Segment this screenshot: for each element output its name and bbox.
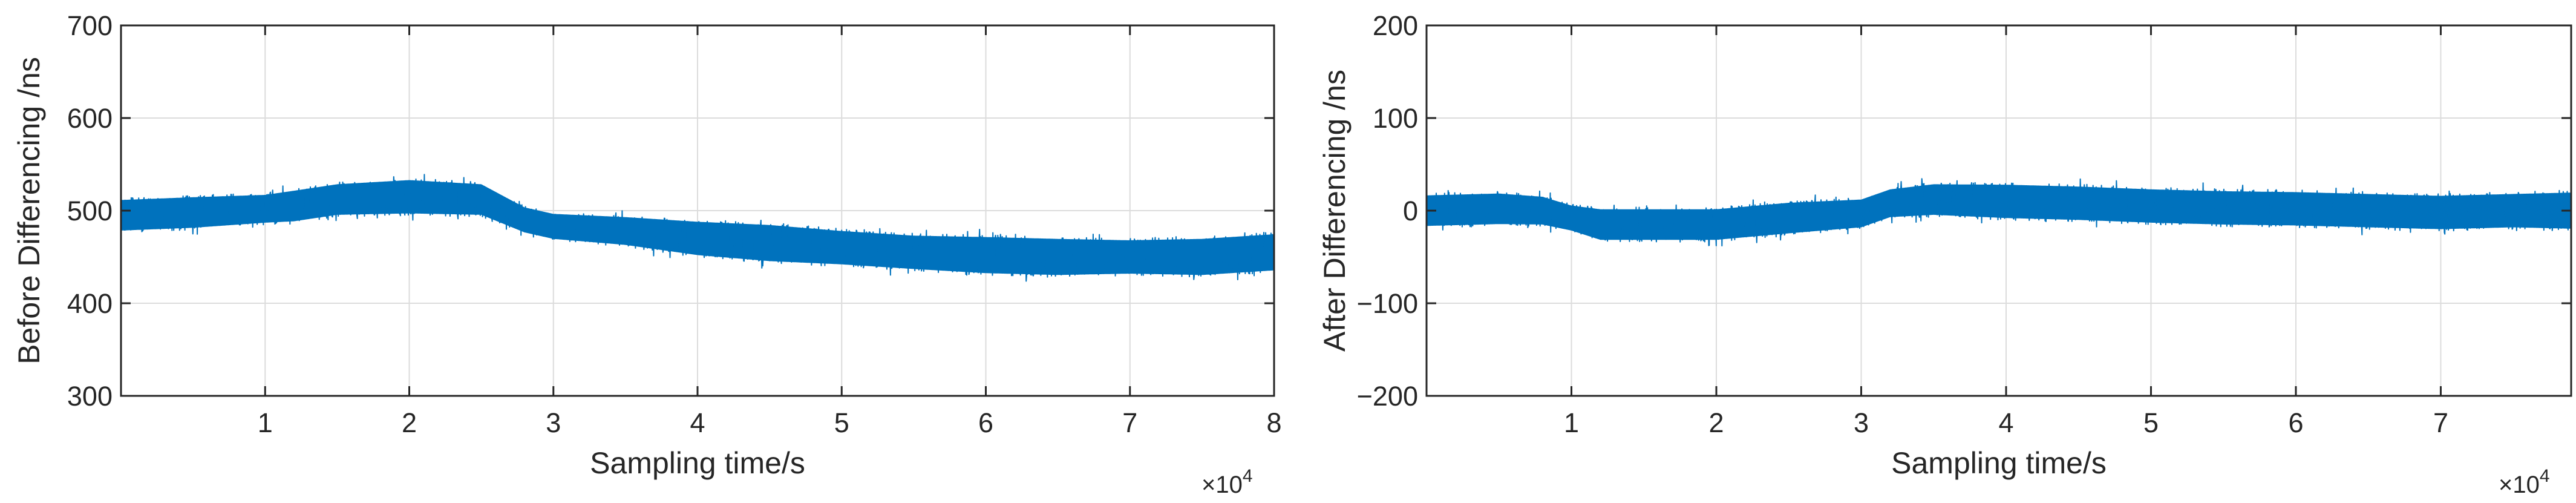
plot-left: 1 2 3 4 5 6 7 8 300 400 500 600 700 Sampling time/s…: [12, 10, 1282, 498]
y-tick-label-left: 300: [67, 381, 113, 412]
y-tick-label-right: 200: [1373, 10, 1418, 41]
series-line-right: [1426, 178, 2572, 247]
x-ticks-left: 1 2 3 4 5 6 7 8: [258, 25, 1282, 438]
x-exponent-power-left: 4: [1243, 466, 1253, 486]
x-exponent-base-left: ×10: [1201, 472, 1243, 498]
y-ticks-left: 300 400 500 600 700: [67, 10, 1274, 412]
x-tick-label-right: 7: [2433, 407, 2448, 438]
x-axis-label-right: Sampling time/s: [1891, 446, 2107, 480]
y-tick-label-right: −200: [1357, 381, 1418, 412]
y-tick-label-left: 400: [67, 288, 113, 319]
x-tick-label-right: 3: [1854, 407, 1869, 438]
x-exponent-left: ×104: [1201, 466, 1253, 498]
series-line-left: [120, 174, 1275, 282]
x-tick-label-left: 5: [834, 407, 849, 438]
x-exponent-power-right: 4: [2540, 466, 2550, 486]
x-ticks-right: 1 2 3 4 5 6 7: [1564, 25, 2448, 438]
x-tick-label-right: 1: [1564, 407, 1579, 438]
y-tick-label-left: 500: [67, 196, 113, 226]
x-tick-label-right: 4: [1998, 407, 2013, 438]
x-exponent-base-right: ×10: [2499, 472, 2540, 498]
y-axis-label-right: After Differencing /ns: [1318, 70, 1352, 352]
x-tick-label-left: 8: [1266, 407, 1281, 438]
x-tick-label-right: 6: [2288, 407, 2303, 438]
y-tick-label-right: −100: [1357, 288, 1418, 319]
y-tick-label-left: 700: [67, 10, 113, 41]
x-tick-label-left: 2: [402, 407, 417, 438]
x-tick-label-left: 4: [690, 407, 705, 438]
y-axis-label-left: Before Differencing /ns: [12, 57, 46, 364]
x-tick-label-left: 1: [258, 407, 273, 438]
x-axis-label-left: Sampling time/s: [590, 446, 805, 480]
x-tick-label-left: 7: [1122, 407, 1137, 438]
x-tick-label-left: 6: [978, 407, 993, 438]
x-tick-label-right: 5: [2143, 407, 2159, 438]
y-tick-label-right: 100: [1373, 103, 1418, 134]
x-tick-label-right: 2: [1708, 407, 1724, 438]
y-tick-label-right: 0: [1403, 196, 1418, 226]
x-exponent-right: ×104: [2499, 466, 2550, 498]
x-tick-label-left: 3: [546, 407, 561, 438]
y-tick-label-left: 600: [67, 103, 113, 134]
y-ticks-right: −200 −100 0 100 200: [1357, 10, 2571, 412]
